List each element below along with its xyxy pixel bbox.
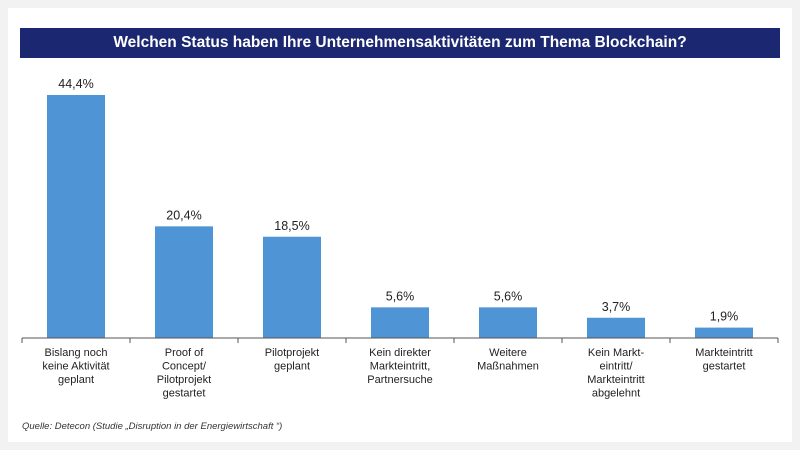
category-label-line: abgelehnt (592, 388, 640, 400)
category-label-line: gestartet (163, 388, 206, 400)
category-label-line: Markteintritt (695, 347, 752, 359)
value-label-5: 5,6% (494, 289, 523, 303)
chart-title: Welchen Status haben Ihre Unternehmensak… (20, 28, 780, 58)
value-label-1: 44,4% (58, 77, 93, 91)
category-label-line: Kein Markt- (588, 347, 645, 359)
value-label-3: 18,5% (274, 219, 309, 233)
category-label-line: Weitere (489, 347, 527, 359)
category-label-line: Concept/ (162, 361, 207, 373)
category-label-line: geplant (274, 361, 310, 373)
bar-6 (587, 317, 645, 338)
category-label-line: Maßnahmen (477, 361, 539, 373)
bar-5 (479, 307, 537, 338)
category-label-line: keine Aktivität (42, 361, 109, 373)
category-label-5: Weitere Maßnahmen (477, 347, 539, 373)
category-label-line: Markteintritt (587, 374, 644, 386)
category-label-line: geplant (58, 374, 94, 386)
category-label-2: Proof of Concept/Pilotprojekt gestartet (157, 347, 211, 400)
chart-frame (8, 8, 792, 442)
category-label-1: Bislang noch keine Aktivität geplant (42, 347, 109, 386)
category-label-line: eintritt/ (599, 361, 633, 373)
bar-2 (155, 226, 213, 338)
category-label-line: gestartet (703, 361, 746, 373)
source-note: Quelle: Detecon (Studie „Disruption in d… (22, 421, 283, 432)
bar-4 (371, 307, 429, 338)
bar-1 (47, 95, 105, 338)
category-label-line: Kein direkter (369, 347, 431, 359)
category-label-line: Markteintritt, (370, 361, 431, 373)
category-label-line: Partnersuche (367, 374, 432, 386)
category-label-line: Pilotprojekt (157, 374, 211, 386)
bar-7 (695, 327, 753, 338)
category-label-line: Pilotprojekt (265, 347, 319, 359)
bar-3 (263, 236, 321, 338)
category-label-line: Proof of (165, 347, 204, 359)
value-label-4: 5,6% (386, 289, 415, 303)
value-label-2: 20,4% (166, 208, 201, 222)
value-label-7: 1,9% (710, 310, 739, 324)
category-label-6: Kein Markt-eintritt/Markteintritt abgeleh… (587, 347, 644, 400)
category-label-3: Pilotprojekt geplant (265, 347, 319, 373)
category-label-7: Markteintritt gestartet (695, 347, 752, 373)
category-label-line: Bislang noch (45, 347, 108, 359)
category-label-4: Kein direkter Markteintritt, Partnersuche (367, 347, 432, 386)
value-label-6: 3,7% (602, 300, 631, 314)
